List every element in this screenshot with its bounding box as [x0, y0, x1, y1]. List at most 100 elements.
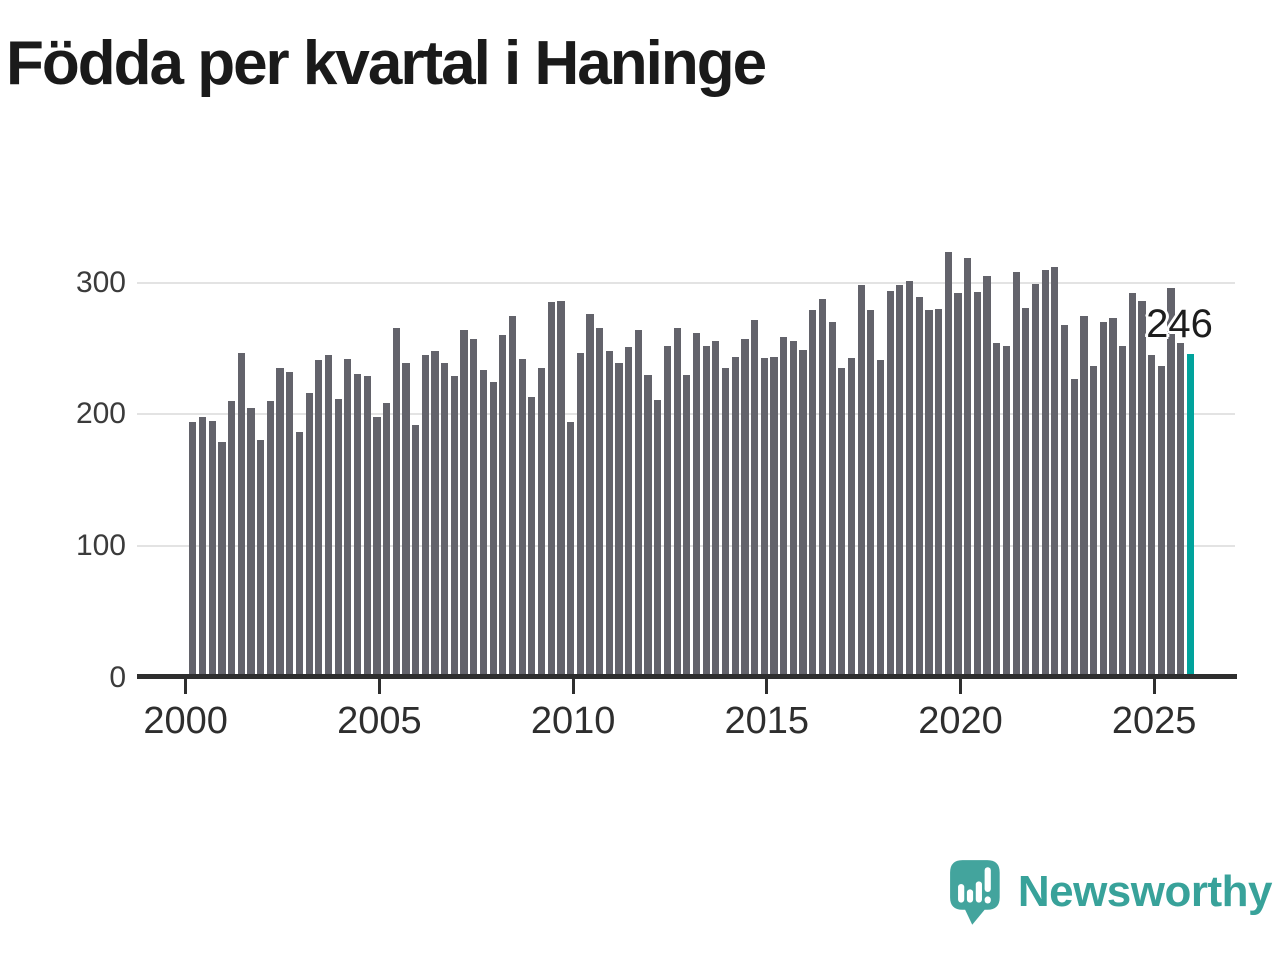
bar — [818, 298, 826, 678]
bar — [1070, 378, 1078, 678]
bar — [915, 297, 923, 678]
bar — [1109, 318, 1117, 678]
bar — [1148, 355, 1156, 678]
bar — [1051, 266, 1059, 678]
bar — [983, 276, 991, 678]
bar — [954, 293, 962, 678]
y-axis-tick-label: 300 — [75, 265, 126, 299]
y-axis-tick-label: 100 — [75, 529, 126, 563]
bar — [528, 397, 536, 678]
x-axis-tick-label: 2000 — [143, 700, 228, 742]
bar — [373, 417, 381, 678]
value-annotation: 246 — [1146, 301, 1213, 346]
bar — [1157, 365, 1165, 678]
bar — [828, 322, 836, 678]
bar — [625, 347, 633, 678]
bar — [489, 381, 497, 678]
bar — [1090, 365, 1098, 678]
highlighted-bar — [1186, 353, 1195, 678]
bar — [760, 357, 768, 678]
bar — [402, 363, 410, 678]
bar — [1138, 301, 1146, 678]
bar — [441, 363, 449, 678]
x-axis-tick — [765, 679, 769, 694]
bar — [644, 374, 652, 678]
bar — [189, 422, 197, 678]
bar — [896, 285, 904, 678]
bar — [383, 402, 391, 678]
bar — [712, 340, 720, 678]
bar — [470, 339, 478, 678]
bar — [615, 363, 623, 678]
bar — [809, 310, 817, 678]
brand-name: Newsworthy — [1017, 867, 1273, 916]
bar — [344, 359, 352, 678]
bar — [228, 401, 236, 678]
bar — [1031, 284, 1040, 678]
bar — [1128, 293, 1136, 678]
x-axis-tick — [959, 679, 962, 694]
bar — [751, 319, 759, 678]
bar — [847, 357, 856, 678]
chart-title: Födda per kvartal i Haninge — [6, 29, 767, 98]
bar — [702, 345, 710, 678]
bar — [741, 339, 749, 678]
bar — [257, 439, 265, 678]
bar — [295, 431, 304, 678]
bar — [1041, 269, 1049, 678]
x-axis-tick — [571, 679, 575, 694]
bar — [596, 327, 604, 678]
bar — [935, 309, 943, 678]
bar — [925, 310, 933, 678]
bar — [1099, 322, 1107, 678]
x-axis-tick-label: 2015 — [724, 700, 810, 742]
bar — [905, 281, 914, 678]
bar — [721, 368, 730, 678]
bar — [353, 373, 362, 678]
newsworthy-logo: Newsworthy — [943, 854, 1273, 930]
bar — [654, 399, 662, 678]
bar — [973, 291, 981, 678]
bar — [867, 310, 875, 678]
bar — [237, 352, 245, 678]
bar — [499, 335, 507, 678]
bar — [218, 442, 226, 678]
x-axis-tick-label: 2025 — [1111, 700, 1197, 742]
gridline — [137, 281, 1235, 284]
bar — [557, 301, 565, 678]
bar — [324, 355, 333, 678]
bar — [1080, 315, 1088, 678]
x-axis-tick-label: 2020 — [918, 700, 1003, 742]
bar — [964, 257, 972, 678]
bar — [605, 351, 613, 678]
bar — [673, 327, 681, 678]
bar — [567, 422, 575, 678]
bar — [586, 314, 594, 678]
bar — [770, 356, 778, 678]
bar — [1167, 287, 1175, 678]
bar — [1012, 272, 1020, 678]
newsworthy-logo-icon — [949, 860, 1000, 925]
bar — [266, 401, 274, 678]
plot-area: 0 100 200 300 2000 2005 2010 2015 2020 2025 246 — [76, 230, 1237, 742]
bar — [576, 352, 584, 678]
bar — [944, 252, 952, 678]
x-axis-line — [137, 674, 1237, 679]
bar — [334, 398, 342, 678]
bar — [508, 315, 517, 678]
bar — [276, 368, 284, 678]
bar — [838, 368, 846, 678]
bar — [537, 368, 546, 678]
x-axis-tick — [377, 679, 381, 694]
bar — [663, 345, 672, 678]
bar — [886, 290, 894, 678]
bar — [857, 285, 865, 678]
bar — [1060, 324, 1069, 678]
bar — [392, 327, 400, 678]
bar — [1002, 345, 1011, 678]
bar — [412, 425, 420, 678]
bar — [315, 360, 323, 678]
bar — [1119, 345, 1127, 678]
bar — [731, 356, 739, 678]
bar — [363, 376, 371, 678]
